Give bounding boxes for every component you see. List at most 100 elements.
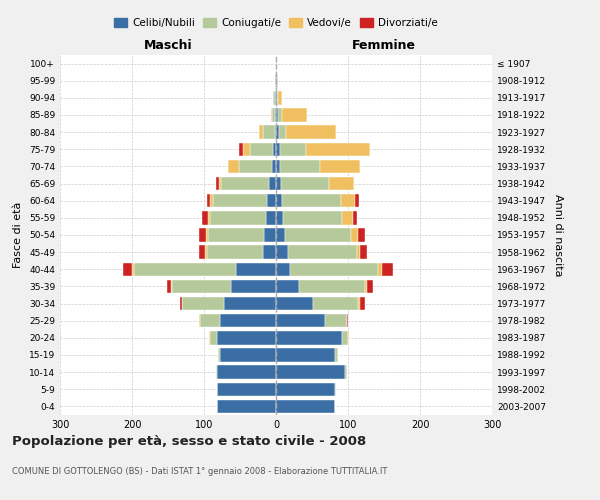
Bar <box>276 228 284 241</box>
Bar <box>313 297 358 310</box>
Bar <box>282 108 307 122</box>
Bar <box>278 108 282 122</box>
Bar <box>360 246 367 259</box>
Bar <box>276 160 280 173</box>
Bar <box>365 280 367 293</box>
Bar <box>124 262 132 276</box>
Bar <box>277 74 278 88</box>
Y-axis label: Anni di nascita: Anni di nascita <box>553 194 563 276</box>
Bar <box>353 211 356 224</box>
Bar <box>263 126 275 139</box>
Bar <box>217 366 276 379</box>
Bar <box>279 126 286 139</box>
Bar <box>305 142 370 156</box>
Bar <box>276 211 283 224</box>
Bar <box>210 211 266 224</box>
Bar <box>210 331 217 344</box>
Bar <box>272 160 276 173</box>
Bar <box>278 91 282 104</box>
Bar <box>259 126 263 139</box>
Bar <box>199 228 206 241</box>
Bar <box>232 280 276 293</box>
Bar <box>345 366 347 379</box>
Bar <box>325 314 347 328</box>
Bar <box>219 177 221 190</box>
Bar <box>276 382 335 396</box>
Bar <box>207 194 211 207</box>
Bar <box>236 262 276 276</box>
Bar <box>356 246 360 259</box>
Bar <box>299 280 365 293</box>
Bar <box>243 142 250 156</box>
Bar <box>320 160 359 173</box>
Bar <box>217 331 276 344</box>
Bar <box>171 280 172 293</box>
Bar <box>286 126 337 139</box>
Bar <box>215 366 217 379</box>
Bar <box>216 177 219 190</box>
Bar <box>217 400 276 413</box>
Bar <box>347 314 348 328</box>
Bar <box>367 280 373 293</box>
Bar <box>212 194 268 207</box>
Bar <box>276 74 277 88</box>
Bar <box>276 177 281 190</box>
Bar <box>280 160 320 173</box>
Bar <box>182 297 224 310</box>
Bar <box>276 108 278 122</box>
Bar <box>276 246 287 259</box>
Bar <box>250 142 273 156</box>
Bar <box>205 246 207 259</box>
Bar <box>239 160 272 173</box>
Bar <box>275 91 276 104</box>
Bar <box>265 228 276 241</box>
Bar <box>342 331 348 344</box>
Bar <box>221 177 269 190</box>
Bar <box>342 211 353 224</box>
Bar <box>276 314 325 328</box>
Bar <box>287 246 356 259</box>
Bar <box>199 314 200 328</box>
Bar <box>239 142 243 156</box>
Bar <box>276 366 345 379</box>
Bar <box>180 297 182 310</box>
Bar <box>355 194 359 207</box>
Bar <box>276 400 335 413</box>
Bar <box>276 348 335 362</box>
Bar <box>276 142 280 156</box>
Bar <box>275 74 276 88</box>
Bar <box>268 194 276 207</box>
Bar <box>220 348 276 362</box>
Bar <box>208 211 210 224</box>
Bar <box>276 297 313 310</box>
Bar <box>275 126 276 139</box>
Bar <box>358 297 359 310</box>
Bar <box>284 228 351 241</box>
Bar <box>211 194 212 207</box>
Bar <box>283 211 342 224</box>
Bar <box>276 194 282 207</box>
Bar <box>276 262 290 276</box>
Bar <box>276 331 342 344</box>
Bar <box>351 228 358 241</box>
Bar <box>378 262 382 276</box>
Bar <box>329 177 354 190</box>
Bar <box>132 262 134 276</box>
Text: Maschi: Maschi <box>143 38 193 52</box>
Bar <box>335 348 338 362</box>
Bar <box>273 91 275 104</box>
Bar <box>207 246 263 259</box>
Bar <box>218 348 220 362</box>
Bar <box>272 108 275 122</box>
Text: COMUNE DI GOTTOLENGO (BS) - Dati ISTAT 1° gennaio 2008 - Elaborazione TUTTITALIA: COMUNE DI GOTTOLENGO (BS) - Dati ISTAT 1… <box>12 468 388 476</box>
Bar <box>208 228 265 241</box>
Bar <box>273 142 276 156</box>
Bar <box>266 211 276 224</box>
Bar <box>202 211 208 224</box>
Bar <box>276 126 279 139</box>
Text: Popolazione per età, sesso e stato civile - 2008: Popolazione per età, sesso e stato civil… <box>12 435 366 448</box>
Bar <box>269 177 276 190</box>
Bar <box>358 228 365 241</box>
Bar <box>341 194 355 207</box>
Bar <box>335 382 337 396</box>
